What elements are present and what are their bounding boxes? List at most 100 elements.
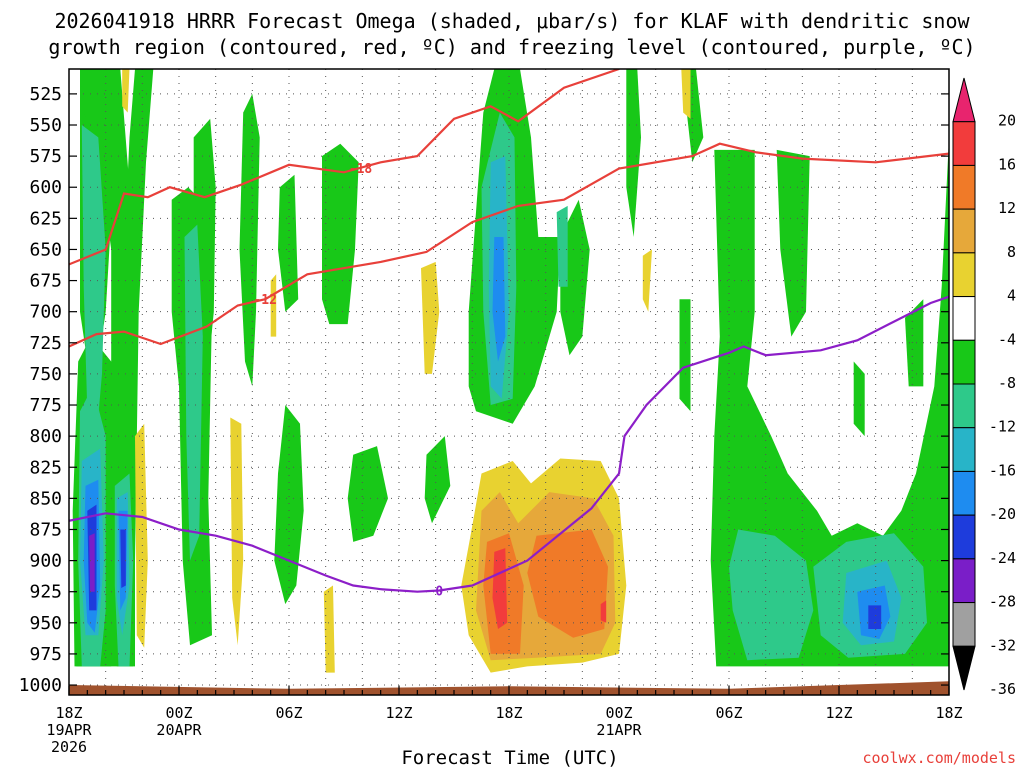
x-tick-label: 21APR xyxy=(596,721,642,739)
colorbar-segment xyxy=(952,121,976,166)
omega-region-yellow xyxy=(230,417,244,646)
omega-region-teal xyxy=(556,205,568,287)
y-tick-label: 675 xyxy=(29,271,62,292)
colorbar-legend: 20 16 12 8 4 -4 -8 -12 -16 -20 -24 -28 -32 -36 xyxy=(952,77,1016,698)
colorbar-label: -20 xyxy=(989,505,1016,523)
omega-region-blue xyxy=(492,237,506,362)
omega-region-navy xyxy=(120,529,126,588)
omega-region-yellow xyxy=(270,274,277,337)
colorbar-segment xyxy=(952,427,976,472)
colorbar-label: 20 xyxy=(998,112,1016,130)
colorbar-segment xyxy=(952,558,976,604)
colorbar-segment xyxy=(952,645,976,691)
contour-line-0 xyxy=(69,295,949,593)
omega-region-green xyxy=(905,299,924,387)
x-tick-label: 00Z xyxy=(165,704,192,722)
omega-region-green xyxy=(322,143,359,325)
y-tick-label: 650 xyxy=(29,239,62,260)
omega-region-yellow xyxy=(323,585,335,673)
y-tick-label: 800 xyxy=(29,426,62,447)
omega-region-red xyxy=(492,548,508,629)
omega-region-yellow xyxy=(122,69,130,113)
y-tick-label: 750 xyxy=(29,364,62,385)
colorbar-segment xyxy=(952,296,976,341)
x-tick-label: 06Z xyxy=(275,704,302,722)
omega-region-teal xyxy=(81,125,106,437)
colorbar-label: 16 xyxy=(998,155,1016,173)
x-tick-label: 20APR xyxy=(156,721,202,739)
omega-region-orange xyxy=(527,529,608,638)
omega-region-navy xyxy=(868,605,882,629)
colorbar-segment xyxy=(952,164,976,210)
colorbar-label: -16 xyxy=(989,461,1016,479)
omega-region-yellow xyxy=(135,423,148,648)
y-tick-label: 625 xyxy=(29,208,62,229)
omega-region-green xyxy=(274,405,304,605)
colorbar-label: 8 xyxy=(1007,243,1016,261)
omega-region-green xyxy=(626,69,641,237)
omega-region-yellow xyxy=(642,249,652,312)
colorbar-label: -24 xyxy=(989,549,1016,567)
x-tick-label: 12Z xyxy=(825,704,852,722)
colorbar-segment xyxy=(952,602,976,647)
colorbar-label: 12 xyxy=(998,199,1016,217)
omega-region-purple xyxy=(89,533,95,592)
omega-shading xyxy=(72,69,949,673)
contour-line--12 xyxy=(69,142,949,348)
colorbar-segment xyxy=(952,470,976,516)
colorbar-segment xyxy=(952,383,976,429)
contour-line--18 xyxy=(69,69,620,266)
x-tick-label: 18Z xyxy=(55,704,82,722)
omega-region-green xyxy=(424,436,451,524)
colorbar-segment xyxy=(952,252,976,298)
omega-region-green xyxy=(853,361,865,437)
colorbar-label: -8 xyxy=(998,374,1016,392)
x-tick-label: 2026 xyxy=(51,738,87,756)
omega-region-green xyxy=(776,149,810,337)
colorbar-segment xyxy=(952,77,976,123)
chart-title-line-1: 2026041918 HRRR Forecast Omega (shaded, … xyxy=(54,9,970,33)
credit-text: coolwx.com/models xyxy=(862,749,1016,767)
y-tick-label: 875 xyxy=(29,519,62,540)
y-tick-label: 575 xyxy=(29,146,62,167)
colorbar-label: -28 xyxy=(989,593,1016,611)
contour-label--18: -18 xyxy=(349,162,373,177)
contour-label--12: -12 xyxy=(253,293,276,308)
chart-title-line-2: growth region (contoured, red, ºC) and f… xyxy=(48,35,975,59)
y-tick-label: 900 xyxy=(29,551,62,572)
x-tick-label: 00Z xyxy=(605,704,632,722)
contour-label-0: 0 xyxy=(435,584,443,599)
y-tick-label: 850 xyxy=(29,488,62,509)
y-tick-label: 525 xyxy=(29,84,62,105)
x-axis-title: Forecast Time (UTC) xyxy=(401,747,618,768)
omega-region-teal xyxy=(729,529,814,661)
colorbar-label: -4 xyxy=(998,330,1016,348)
y-tick-label: 975 xyxy=(29,644,62,665)
omega-region-green xyxy=(278,174,299,312)
x-tick-label: 18Z xyxy=(495,704,522,722)
omega-region-teal xyxy=(184,224,203,561)
y-tick-label: 925 xyxy=(29,582,62,603)
x-tick-label: 12Z xyxy=(385,704,412,722)
y-tick-label: 725 xyxy=(29,333,62,354)
omega-region-green xyxy=(239,93,260,387)
colorbar-label: -12 xyxy=(989,418,1016,436)
omega-region-red xyxy=(600,600,607,623)
y-tick-label: 825 xyxy=(29,457,62,478)
y-tick-label: 600 xyxy=(29,177,62,198)
colorbar-segment xyxy=(952,339,976,385)
y-tick-label: 550 xyxy=(29,115,62,136)
colorbar-label: -36 xyxy=(989,680,1016,698)
x-tick-label: 06Z xyxy=(715,704,742,722)
omega-region-yellow xyxy=(421,261,440,374)
y-tick-label: 775 xyxy=(29,395,62,416)
y-tick-label: 700 xyxy=(29,302,62,323)
colorbar-segment xyxy=(952,514,976,560)
x-tick-label: 19APR xyxy=(46,721,92,739)
colorbar-label: 4 xyxy=(1007,287,1016,305)
colorbar-segment xyxy=(952,208,976,254)
x-tick-label: 18Z xyxy=(935,704,962,722)
y-tick-label: 950 xyxy=(29,613,62,634)
